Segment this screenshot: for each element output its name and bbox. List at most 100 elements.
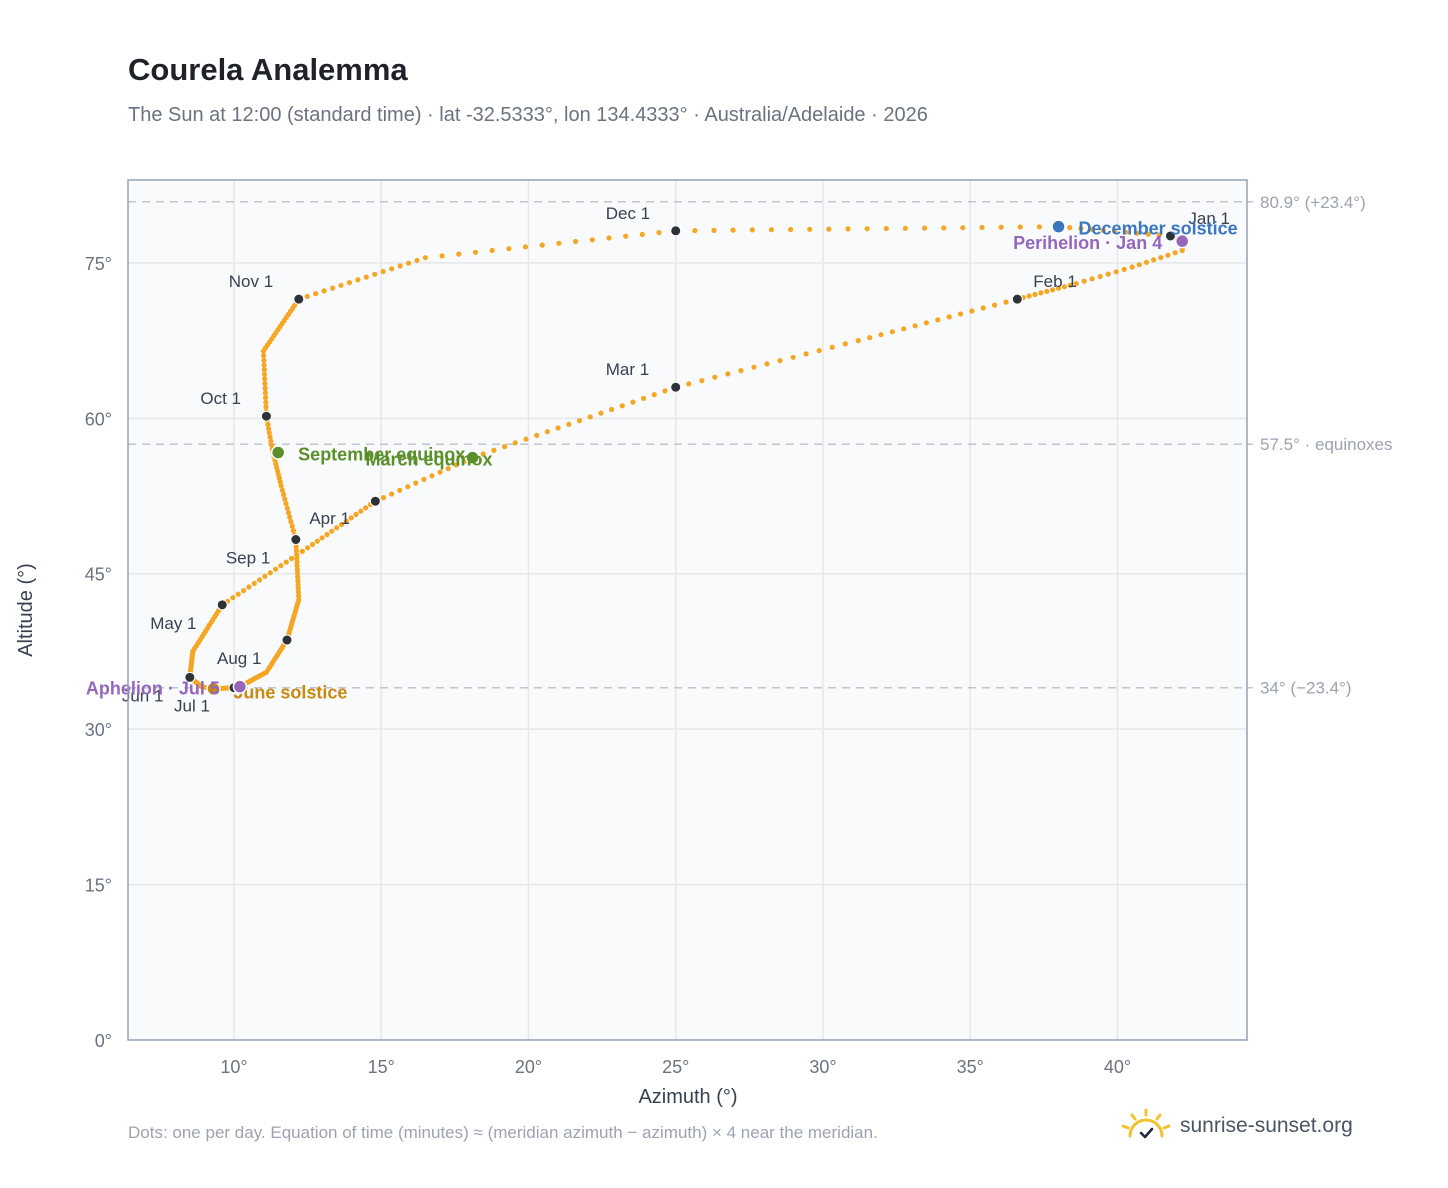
month-marker bbox=[184, 671, 196, 683]
month-label: Sep 1 bbox=[226, 549, 270, 568]
day-dot bbox=[235, 591, 241, 597]
month-label: Jun 1 bbox=[122, 686, 164, 705]
day-dot bbox=[261, 353, 267, 359]
day-dot bbox=[1123, 229, 1129, 235]
day-dot bbox=[491, 447, 497, 453]
y-tick-label: 15° bbox=[85, 876, 112, 896]
day-dot bbox=[803, 351, 809, 357]
day-dot bbox=[1145, 231, 1151, 237]
x-tick-label: 40° bbox=[1104, 1057, 1131, 1077]
day-dot bbox=[692, 228, 698, 234]
day-dot bbox=[1026, 293, 1032, 299]
day-dot bbox=[314, 538, 320, 544]
day-dot bbox=[656, 230, 662, 236]
day-dot bbox=[380, 268, 386, 275]
day-dot bbox=[912, 323, 918, 329]
day-dot bbox=[439, 253, 445, 259]
chart-subtitle: The Sun at 12:00 (standard time) · lat -… bbox=[128, 104, 928, 126]
day-dot bbox=[506, 246, 512, 252]
event-label: June solstice bbox=[233, 683, 347, 703]
day-dot bbox=[979, 224, 985, 231]
y-tick-label: 45° bbox=[85, 565, 112, 585]
y-tick-label: 75° bbox=[85, 254, 112, 274]
day-dot bbox=[363, 505, 369, 511]
day-dot bbox=[725, 371, 731, 377]
day-dot bbox=[294, 567, 300, 573]
month-marker bbox=[216, 599, 228, 611]
day-dot bbox=[807, 226, 813, 232]
day-dot bbox=[414, 257, 420, 264]
day-dot bbox=[1158, 255, 1164, 261]
day-dot bbox=[309, 541, 316, 548]
day-dot bbox=[539, 242, 545, 248]
day-dot bbox=[324, 531, 330, 538]
day-dot bbox=[261, 362, 267, 368]
day-dot bbox=[555, 425, 561, 431]
day-dot bbox=[1061, 284, 1067, 290]
day-dot bbox=[730, 227, 736, 233]
day-dot bbox=[262, 390, 268, 396]
day-dot bbox=[294, 559, 300, 565]
day-dot bbox=[998, 224, 1004, 230]
day-dot bbox=[267, 570, 273, 576]
day-dot bbox=[294, 563, 300, 569]
event-marker bbox=[270, 445, 286, 460]
day-dot bbox=[1179, 247, 1185, 254]
y-axis-title: Altitude (°) bbox=[15, 563, 37, 657]
day-dot bbox=[421, 476, 427, 482]
reference-label: 57.5° · equinoxes bbox=[1260, 435, 1393, 454]
day-dot bbox=[437, 469, 443, 475]
event-marker bbox=[206, 681, 221, 696]
day-dot bbox=[338, 521, 345, 528]
brand[interactable]: sunrise-sunset.org bbox=[1120, 1104, 1353, 1148]
day-dot bbox=[284, 505, 290, 511]
day-dot bbox=[295, 585, 301, 592]
day-dot bbox=[472, 249, 479, 255]
day-dot bbox=[389, 491, 395, 497]
month-marker bbox=[293, 293, 305, 305]
day-dot bbox=[1100, 227, 1106, 233]
day-dot bbox=[321, 288, 327, 294]
day-dot bbox=[889, 329, 896, 335]
day-dot bbox=[343, 518, 349, 524]
day-dot bbox=[294, 570, 301, 576]
day-dot bbox=[864, 226, 870, 232]
day-dot bbox=[883, 225, 889, 232]
x-tick-label: 20° bbox=[515, 1057, 542, 1077]
day-dot bbox=[288, 519, 294, 525]
reference-label: 80.9° (+23.4°) bbox=[1260, 193, 1366, 212]
day-dot bbox=[296, 593, 302, 599]
day-dot bbox=[523, 436, 529, 442]
day-dot bbox=[512, 440, 518, 446]
day-dot bbox=[304, 293, 310, 299]
day-dot bbox=[1151, 257, 1157, 263]
day-dot bbox=[334, 525, 340, 531]
day-dot bbox=[445, 466, 451, 472]
event-label: September equinox bbox=[298, 445, 465, 465]
day-dot bbox=[266, 426, 272, 432]
month-marker bbox=[1011, 293, 1023, 305]
day-dot bbox=[922, 225, 928, 231]
day-dot bbox=[285, 509, 292, 516]
month-markers: Jan 1 Feb 1 Mar 1 Apr 1 May 1 Jun 1 Jul 1 Aug 1… bbox=[122, 204, 1230, 716]
day-dot bbox=[957, 311, 964, 317]
reference-label: 34° (−23.4°) bbox=[1260, 679, 1352, 698]
day-dot bbox=[281, 492, 287, 498]
day-dot bbox=[294, 552, 300, 558]
day-dot bbox=[826, 226, 832, 232]
day-dot bbox=[261, 367, 267, 373]
day-dot bbox=[346, 280, 352, 286]
day-dot bbox=[295, 582, 301, 588]
day-dot bbox=[295, 589, 301, 595]
day-dot bbox=[329, 528, 335, 534]
day-dot bbox=[960, 225, 966, 231]
brand-name: sunrise-sunset.org bbox=[1180, 1114, 1353, 1137]
day-dot bbox=[1055, 285, 1062, 291]
footnote: Dots: one per day. Equation of time (min… bbox=[128, 1123, 878, 1142]
month-label: Jan 1 bbox=[1188, 209, 1230, 228]
month-label: Apr 1 bbox=[309, 509, 350, 528]
day-dot bbox=[278, 563, 284, 569]
day-dot bbox=[764, 361, 770, 367]
